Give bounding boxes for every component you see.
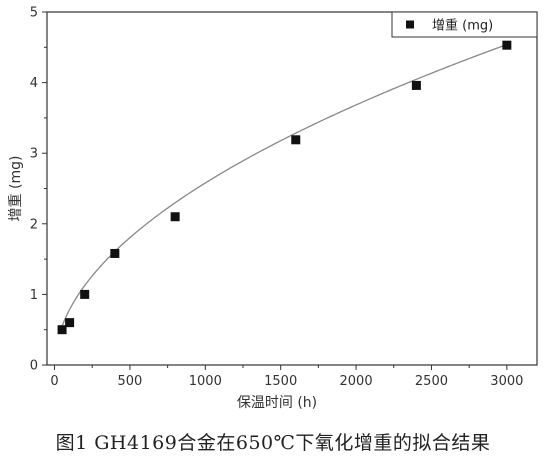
data-point: [502, 40, 512, 50]
y-tick-label: 2: [30, 217, 38, 232]
y-tick-label: 4: [30, 76, 38, 91]
data-point: [291, 135, 301, 145]
data-points-layer: [57, 40, 512, 335]
y-tick-label: 0: [30, 359, 38, 374]
legend: 增重 (mg): [391, 11, 538, 38]
fit-curve-layer: [61, 43, 508, 327]
x-tick-label: 2500: [415, 374, 448, 389]
y-axis-title: 增重 (mg): [8, 156, 24, 222]
x-tick-label: 2000: [340, 374, 373, 389]
legend-box: [391, 11, 538, 38]
y-tick-label: 1: [30, 288, 38, 303]
x-tick-label: 500: [118, 374, 143, 389]
plot-frame: [46, 11, 538, 366]
data-point: [57, 325, 67, 335]
x-axis-title: 保温时间 (h): [237, 395, 317, 411]
data-point: [170, 212, 180, 222]
legend-marker: [406, 20, 414, 29]
data-point: [411, 80, 421, 90]
data-point: [110, 248, 120, 258]
fit-curve: [61, 43, 508, 327]
y-tick-label: 3: [30, 147, 38, 162]
x-tick-label: 1500: [264, 374, 297, 389]
y-tick-label: 5: [30, 6, 38, 21]
figure-caption: 图1 GH4169合金在650℃下氧化增重的拟合结果: [55, 432, 491, 454]
chart: 0 500 1000 1500 2000 2500 3000 0 1 2 3 4 5 保温时间 (h) 增重…: [8, 6, 538, 411]
legend-label: 增重 (mg): [432, 18, 493, 34]
x-tick-label: 1000: [189, 374, 222, 389]
data-point: [65, 318, 75, 328]
x-tick-label: 3000: [490, 374, 523, 389]
axes: 0 500 1000 1500 2000 2500 3000 0 1 2 3 4 5 保温时间 (h) 增重…: [8, 6, 538, 411]
x-tick-label: 0: [50, 374, 58, 389]
data-point: [80, 289, 90, 299]
